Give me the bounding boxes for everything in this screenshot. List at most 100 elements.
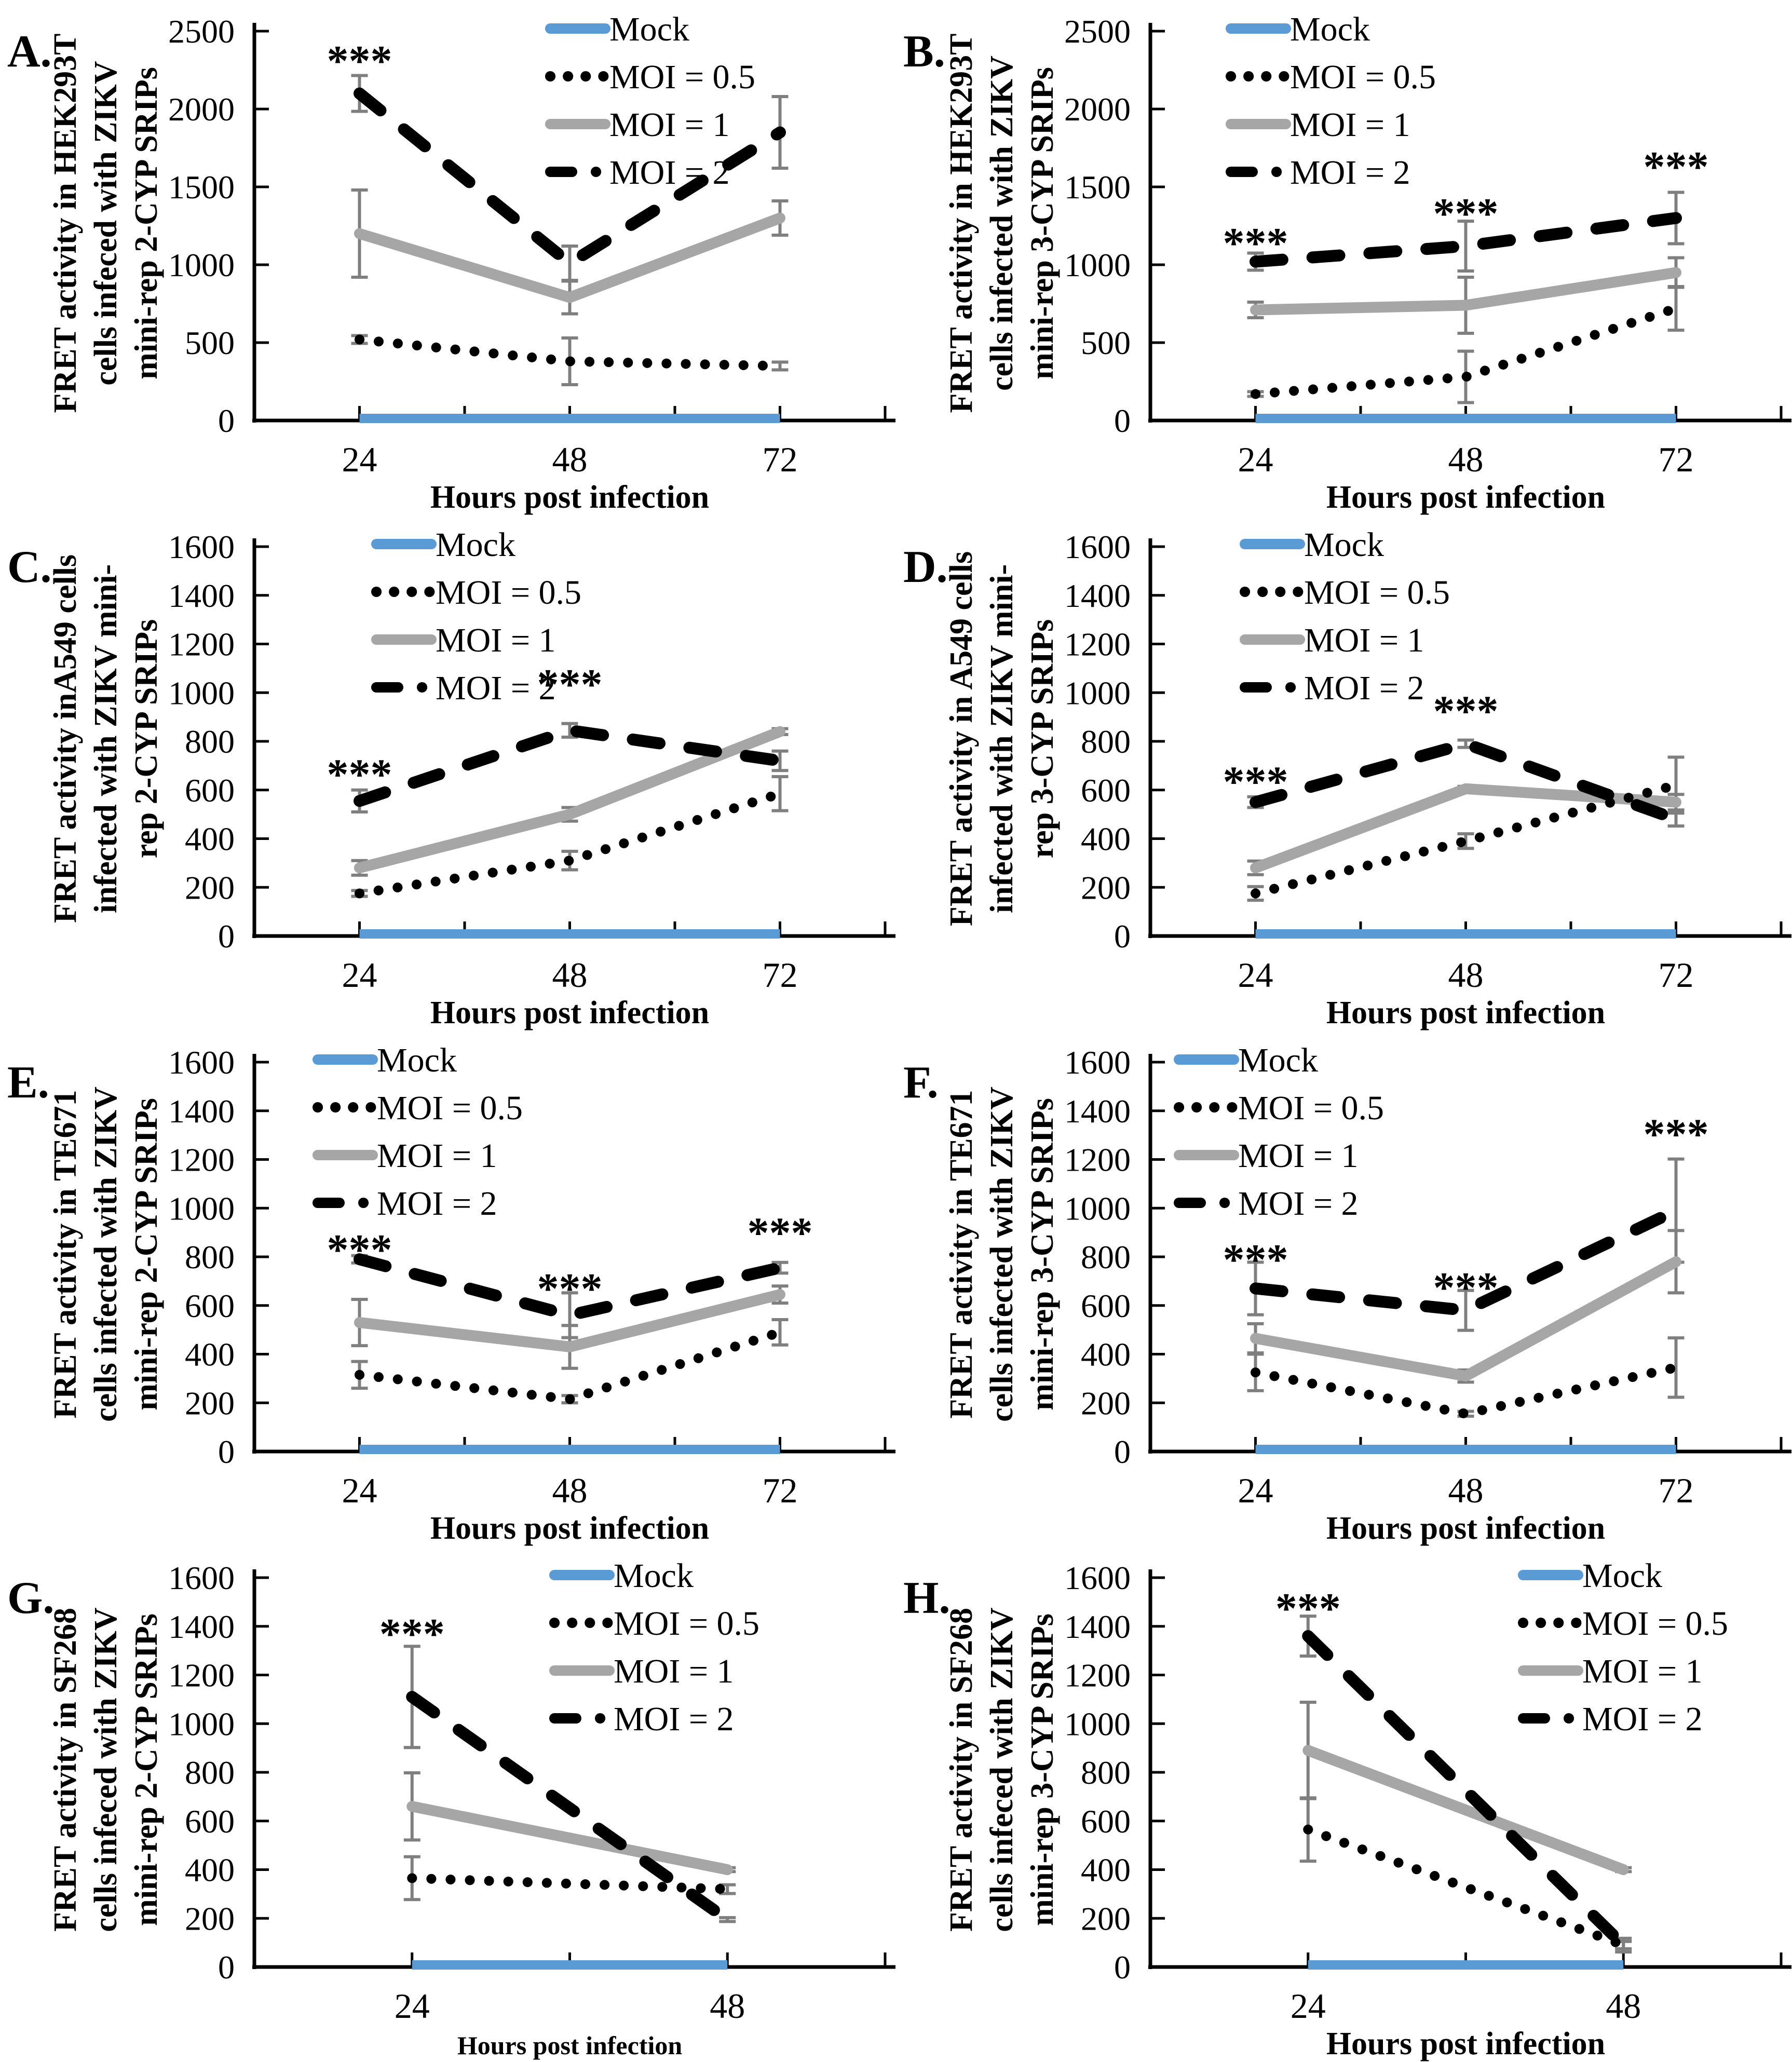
- x-tick-label: 24: [342, 440, 377, 479]
- x-tick-label: 48: [1448, 1471, 1484, 1510]
- legend-label: MOI = 2: [614, 1700, 734, 1738]
- x-axis-title: Hours post infection: [1326, 2026, 1605, 2061]
- x-tick-label: 48: [552, 440, 588, 479]
- legend-item: MOI = 2: [1174, 1185, 1359, 1223]
- y-tick-label: 1600: [1064, 528, 1131, 565]
- legend-label: MOI = 1: [1290, 106, 1410, 144]
- legend-label: MOI = 0.5: [1238, 1089, 1384, 1127]
- legend-item: Mock: [549, 1557, 694, 1595]
- panel-letter: D.: [903, 542, 948, 592]
- legend-label: Mock: [1290, 10, 1370, 48]
- legend-label: MOI = 2: [609, 154, 730, 192]
- y-tick-label: 1600: [168, 1559, 235, 1596]
- y-tick-label: 1200: [1064, 626, 1131, 663]
- y-axis-title-line: infected with ZIKV mini-: [984, 564, 1020, 913]
- y-tick-label: 600: [185, 1287, 235, 1324]
- significance-stars: ***: [537, 1265, 603, 1313]
- legend-label: Mock: [1582, 1557, 1662, 1595]
- significance-stars: ***: [327, 1226, 392, 1274]
- legend: Mock MOI = 0.5 MOI = 1 MOI = 2: [545, 10, 755, 192]
- y-axis-title-line: mini-rep 2-CYP SRIPs: [129, 1613, 164, 1926]
- series-line-dotted-black: [1251, 1362, 1681, 1419]
- significance-stars: ***: [1433, 1264, 1499, 1312]
- y-tick-label: 200: [1081, 869, 1131, 906]
- legend-label: MOI = 1: [1304, 621, 1424, 659]
- legend-label: MOI = 0.5: [436, 574, 581, 612]
- y-axis-title-line: mini-rep 3-CYP SRIPs: [1025, 1613, 1060, 1926]
- plot-svg: 0 500 1000 1500 2000 2500 Mock MOI = 0.5 MOI = 1…: [903, 10, 1791, 515]
- y-tick-label: 400: [185, 1336, 235, 1373]
- panel-b: 0 500 1000 1500 2000 2500 Mock MOI = 0.5 MOI = 1…: [896, 0, 1792, 516]
- y-tick-label: 2000: [1064, 91, 1131, 128]
- y-tick-label: 200: [1081, 1900, 1131, 1937]
- x-tick-label: 24: [342, 955, 377, 995]
- legend-item: MOI = 2: [549, 1700, 734, 1738]
- significance-stars: ***: [1223, 758, 1288, 806]
- panel-letter: G.: [7, 1573, 54, 1623]
- legend: Mock MOI = 0.5 MOI = 1 MOI = 2: [313, 1041, 523, 1223]
- series-line-solid-gray: [1302, 1745, 1629, 1875]
- legend-label: MOI = 2: [1290, 154, 1410, 192]
- y-tick-label: 400: [1081, 821, 1131, 858]
- y-axis-title-line: FRET activity in TE671: [944, 1090, 979, 1418]
- y-axis-title-line: cells infected with ZIKV: [984, 1087, 1020, 1422]
- significance-stars: ***: [1644, 1110, 1709, 1159]
- y-tick-label: 0: [218, 918, 235, 955]
- x-axis-title: Hours post infection: [430, 480, 709, 515]
- series-line-dotted-black: [407, 1873, 732, 1894]
- legend-label: Mock: [1304, 526, 1384, 564]
- panel-letter: H.: [903, 1573, 950, 1623]
- significance-stars: ***: [327, 751, 392, 799]
- error-bar: [1457, 220, 1474, 273]
- legend-label: MOI = 0.5: [1582, 1605, 1728, 1643]
- y-tick-label: 1200: [168, 626, 235, 663]
- y-tick-label: 600: [1081, 1803, 1131, 1840]
- legend: Mock MOI = 0.5 MOI = 1 MOI = 2: [371, 526, 581, 707]
- legend-item: Mock: [1226, 10, 1370, 48]
- error-bar: [771, 360, 789, 372]
- significance-stars: ***: [327, 37, 392, 85]
- series-line-dashed-black: [1250, 738, 1682, 825]
- series-line-solid-gray: [1250, 267, 1681, 316]
- panel-letter: E.: [7, 1057, 49, 1108]
- y-tick-label: 1000: [1064, 674, 1131, 711]
- legend-item: MOI = 2: [371, 669, 556, 707]
- series-line-solid-gray: [406, 1801, 733, 1875]
- panel-f: 0 200 400 600 800 1000 1200 1400 1600 Mock MOI = 0…: [896, 1031, 1792, 1546]
- legend: Mock MOI = 0.5 MOI = 1 MOI = 2: [549, 1557, 759, 1738]
- legend-item: MOI = 1: [1518, 1652, 1703, 1690]
- panel-g: 0 200 400 600 800 1000 1200 1400 1600 Mock MOI = 0…: [0, 1546, 896, 2062]
- legend-item: MOI = 1: [1226, 106, 1410, 144]
- y-axis-title-line: cells infeced with ZIKV: [88, 1607, 124, 1932]
- y-tick-label: 0: [218, 1949, 235, 1986]
- y-tick-label: 1400: [1064, 1608, 1131, 1645]
- y-axis-title-line: cells infeced with ZIKV: [984, 1607, 1020, 1932]
- legend-label: Mock: [377, 1041, 457, 1079]
- significance-stars: ***: [1223, 1236, 1288, 1284]
- legend: Mock MOI = 0.5 MOI = 1 MOI = 2: [1240, 526, 1450, 707]
- y-axis-title-line: mini-rep 3-CYP SRIPs: [1025, 1098, 1060, 1410]
- legend-label: MOI = 2: [377, 1185, 497, 1223]
- legend: Mock MOI = 0.5 MOI = 1 MOI = 2: [1226, 10, 1436, 192]
- legend-item: MOI = 0.5: [313, 1089, 523, 1127]
- legend-item: MOI = 2: [1226, 154, 1410, 192]
- y-tick-label: 1600: [168, 1044, 235, 1081]
- y-tick-label: 0: [218, 1433, 235, 1470]
- y-tick-label: 1000: [1064, 247, 1131, 283]
- y-tick-label: 200: [185, 1900, 235, 1937]
- y-tick-label: 800: [185, 723, 235, 760]
- x-tick-label: 72: [763, 440, 798, 479]
- series-line-solid-gray: [354, 726, 785, 874]
- series-line-solid-gray: [354, 212, 785, 303]
- y-tick-label: 0: [218, 402, 235, 439]
- x-tick-label: 72: [1659, 440, 1694, 479]
- legend-label: MOI = 1: [614, 1652, 734, 1690]
- y-tick-label: 600: [185, 1803, 235, 1840]
- y-tick-label: 600: [185, 772, 235, 809]
- y-tick-label: 0: [1114, 1949, 1131, 1986]
- y-tick-label: 800: [185, 1239, 235, 1276]
- y-tick-label: 1000: [168, 247, 235, 283]
- legend-item: MOI = 1: [1174, 1137, 1359, 1175]
- significance-stars: ***: [1433, 189, 1499, 238]
- y-tick-label: 1200: [168, 1657, 235, 1694]
